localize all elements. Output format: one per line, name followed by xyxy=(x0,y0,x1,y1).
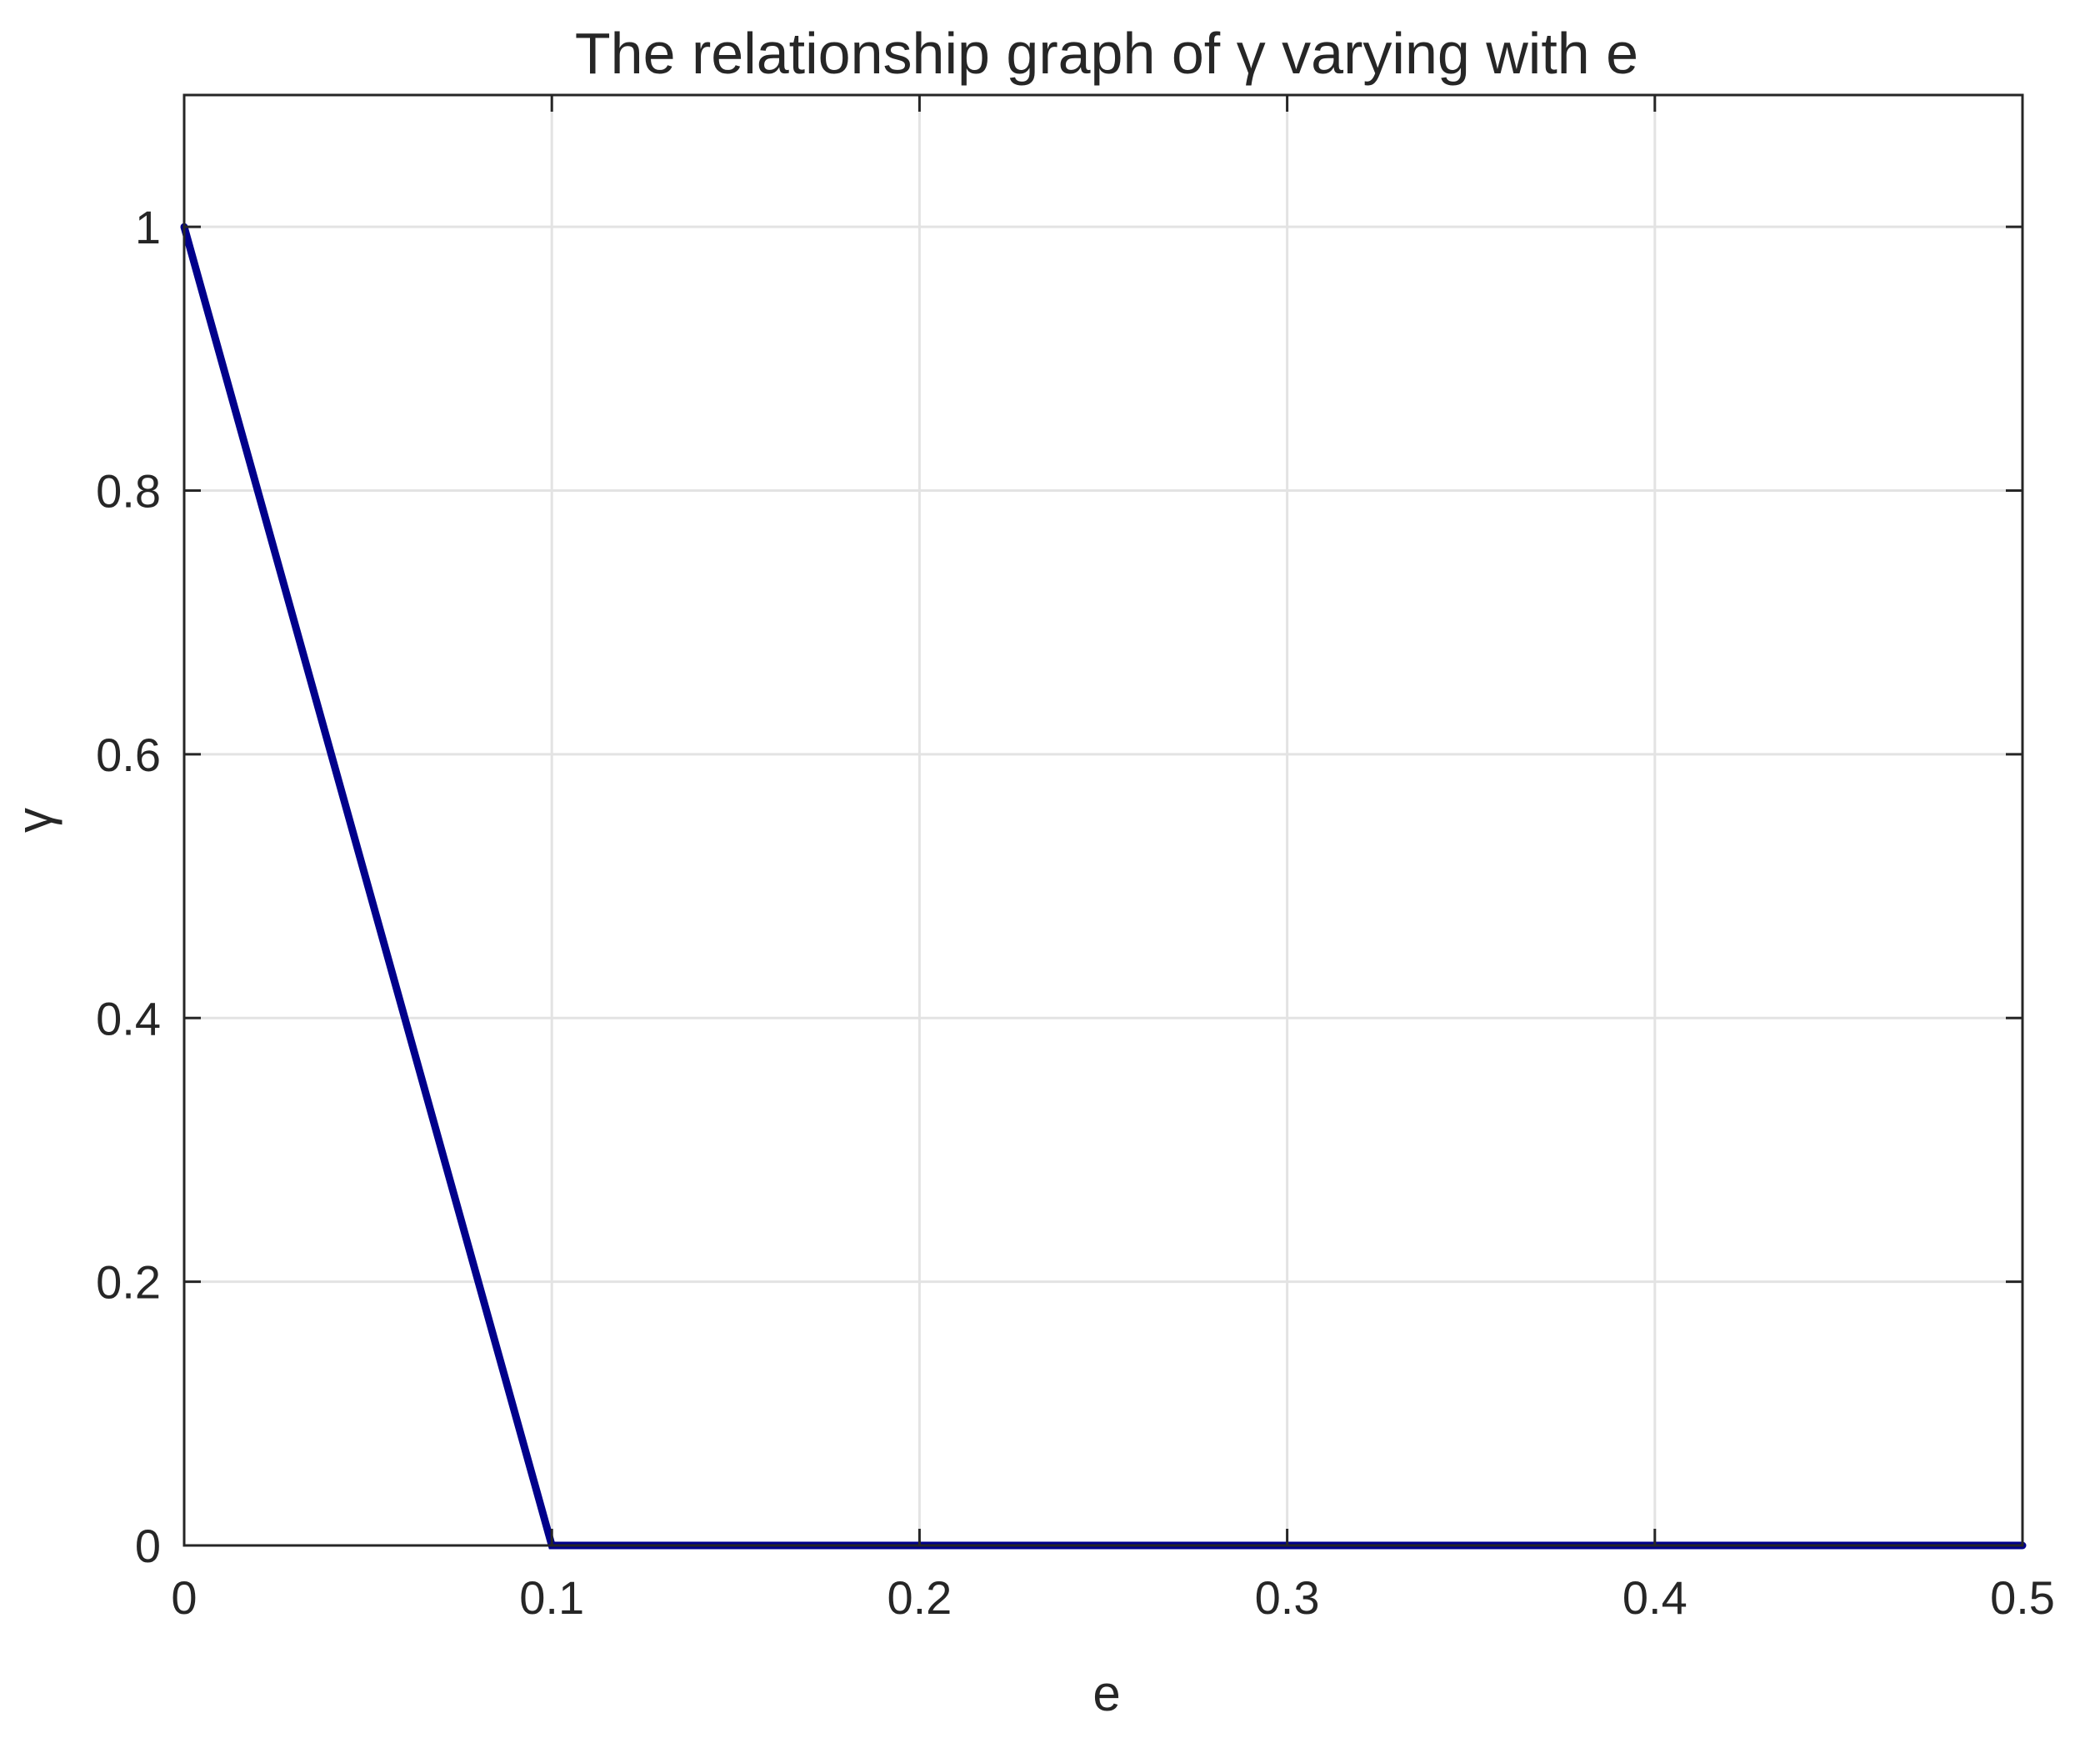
y-tick-label: 0.2 xyxy=(96,1256,161,1309)
axes-box xyxy=(182,93,2024,1547)
x-tick-label: 0.2 xyxy=(887,1571,952,1624)
grid-layer xyxy=(184,95,2022,1545)
x-tick-label: 0.4 xyxy=(1622,1571,1688,1624)
y-axis-label: γ xyxy=(7,808,62,833)
x-tick-label: 0.5 xyxy=(1990,1571,2055,1624)
y-tick-label: 1 xyxy=(135,201,161,253)
y-tick-label: 0.6 xyxy=(96,729,161,781)
chart-title: The relationship graph of γ varying with… xyxy=(575,21,1638,86)
tick-layer: 0 0.1 0.2 0.3 0.4 0.5 0 0.2 0.4 0.6 0.8 1 xyxy=(96,95,2055,1624)
y-tick-label: 0.4 xyxy=(96,992,161,1044)
y-tick-label: 0.8 xyxy=(96,465,161,518)
x-tick-label: 0.1 xyxy=(519,1571,584,1624)
plot-area xyxy=(184,95,2022,1545)
x-tick-label: 0.3 xyxy=(1255,1571,1320,1624)
y-tick-label: 0 xyxy=(135,1520,161,1572)
x-tick-label: 0 xyxy=(171,1571,197,1624)
x-axis-label: e xyxy=(1092,1665,1120,1721)
